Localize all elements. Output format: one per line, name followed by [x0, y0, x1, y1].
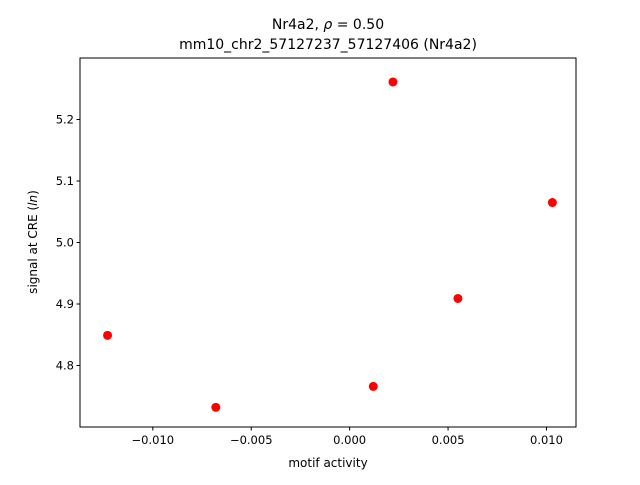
chart-title-line2: mm10_chr2_57127237_57127406 (Nr4a2) [179, 37, 477, 53]
x-tick-label: −0.010 [132, 433, 175, 447]
y-tick-label: 5.0 [56, 236, 74, 250]
x-tick-label: 0.010 [530, 433, 563, 447]
plot-area [79, 57, 577, 428]
data-points [103, 77, 557, 412]
x-tick-label: 0.005 [432, 433, 465, 447]
y-axis-ticks: 4.8 4.9 5.0 5.1 5.2 [56, 113, 80, 373]
x-tick-label: −0.005 [230, 433, 273, 447]
y-tick-label: 4.9 [56, 297, 74, 311]
y-axis-label: signal at CRE (ln) [26, 190, 40, 294]
y-tick-label: 5.2 [56, 113, 74, 127]
scatter-point [547, 198, 557, 208]
x-axis-label: motif activity [288, 456, 367, 470]
y-tick-label: 4.8 [56, 359, 74, 373]
scatter-point [388, 77, 398, 87]
scatter-point [211, 402, 221, 412]
y-tick-label: 5.1 [56, 174, 74, 188]
x-axis-ticks: −0.010 −0.005 0.000 0.005 0.010 [132, 427, 563, 447]
scatter-point [368, 381, 378, 391]
scatter-point [453, 293, 463, 303]
scatter-point [103, 330, 113, 340]
x-tick-label: 0.000 [333, 433, 366, 447]
chart-title-line1: Nr4a2, ρ = 0.50 [272, 17, 384, 33]
